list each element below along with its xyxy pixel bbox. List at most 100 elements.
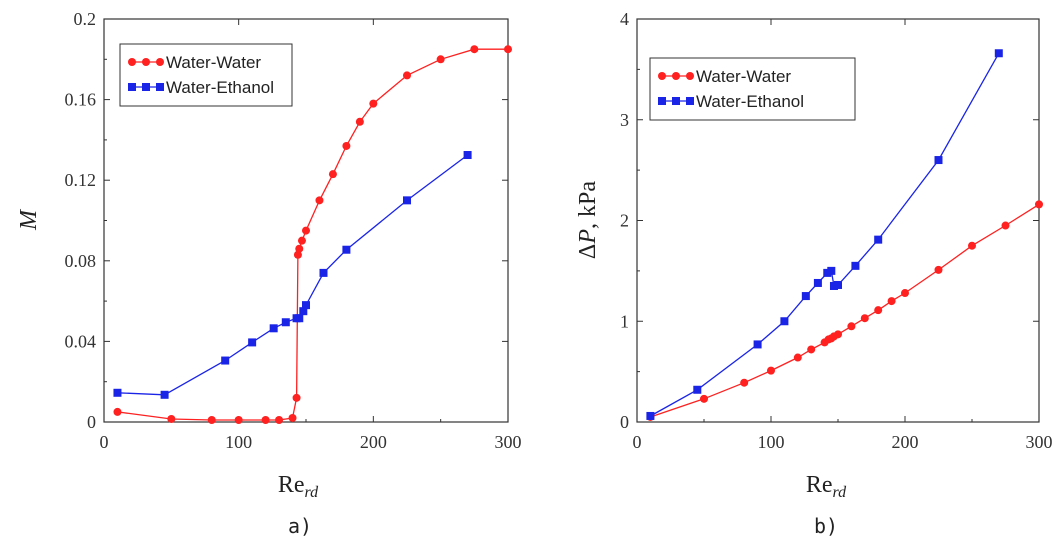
x-tick-label: 100 — [758, 432, 785, 452]
series-water-water — [646, 200, 1043, 421]
x-axis-label-sub: rd — [833, 484, 848, 501]
data-point — [234, 415, 243, 424]
legend-box — [119, 43, 293, 107]
x-tick-label: 200 — [360, 432, 387, 452]
legend-label: Water-Ethanol — [696, 92, 804, 111]
data-point — [463, 151, 472, 160]
data-point — [113, 388, 122, 397]
data-point — [302, 226, 310, 235]
y-tick-label: 4 — [620, 9, 629, 29]
y-axis-label: M — [16, 208, 42, 231]
data-point — [813, 278, 822, 287]
data-point — [801, 292, 810, 301]
series-water-ethanol — [646, 49, 1003, 420]
legend: Water-Water Water-Ethanol — [649, 57, 856, 121]
data-point — [847, 322, 856, 331]
data-point — [874, 235, 883, 244]
data-point — [646, 411, 655, 420]
y-tick-label: 0.16 — [65, 90, 97, 110]
legend-label: Water-Water — [166, 53, 261, 72]
legend: Water-Water Water-Ethanol — [119, 43, 293, 107]
data-point — [369, 99, 378, 108]
data-point — [887, 297, 896, 306]
data-point — [829, 281, 838, 290]
series-line — [117, 154, 468, 396]
y-axis-label-unit: , kPa — [575, 181, 601, 229]
legend-label: Water-Water — [696, 67, 791, 86]
legend-marker — [156, 83, 164, 91]
y-tick-label: 0.12 — [65, 170, 97, 190]
x-axis-label-sub: rd — [305, 484, 320, 501]
data-point — [403, 71, 411, 80]
data-point — [901, 289, 909, 298]
legend-marker — [128, 58, 136, 66]
data-point — [934, 265, 943, 274]
data-point — [297, 236, 306, 245]
data-point — [504, 45, 512, 54]
data-point — [261, 415, 270, 424]
y-tick-label: 0 — [620, 412, 629, 432]
data-point — [934, 156, 943, 165]
x-axis-label: Rerd — [806, 472, 847, 501]
data-point — [295, 314, 304, 323]
data-point — [1001, 221, 1010, 230]
data-point — [827, 266, 836, 275]
data-point — [860, 314, 869, 323]
legend-marker — [156, 58, 164, 66]
data-point — [342, 141, 351, 150]
data-point — [269, 324, 278, 333]
data-point — [470, 45, 479, 54]
y-axis-label-p: P — [575, 229, 601, 245]
data-point — [292, 393, 301, 402]
x-axis-label: Rerd — [278, 472, 319, 501]
data-point — [780, 317, 789, 326]
legend-label: Water-Ethanol — [166, 78, 274, 97]
x-tick-label: 200 — [892, 432, 919, 452]
x-tick-label: 300 — [1026, 432, 1053, 452]
data-point — [281, 318, 290, 327]
data-point — [167, 414, 176, 423]
legend-marker — [142, 83, 150, 91]
legend-marker — [672, 97, 680, 105]
x-axis-label-main: Re — [806, 472, 833, 498]
legend-marker — [686, 72, 694, 80]
data-point — [700, 394, 708, 403]
x-tick-label: 0 — [100, 432, 109, 452]
data-point — [288, 413, 297, 422]
data-point — [834, 280, 842, 289]
data-point — [302, 301, 310, 310]
data-point — [299, 307, 308, 316]
data-point — [160, 390, 169, 399]
data-point — [994, 49, 1003, 58]
data-point — [874, 306, 883, 315]
data-point — [342, 245, 351, 254]
data-point — [113, 407, 122, 416]
x-tick-label: 100 — [225, 432, 252, 452]
panel-caption: a) — [288, 514, 312, 538]
data-point — [315, 196, 324, 205]
data-point — [293, 250, 302, 259]
data-point — [968, 241, 976, 250]
data-point — [767, 366, 775, 375]
y-axis-label-delta: Δ — [575, 244, 601, 259]
data-point — [1035, 200, 1043, 209]
data-point — [319, 268, 328, 277]
data-point — [693, 385, 702, 394]
x-tick-label: 0 — [633, 432, 642, 452]
data-point — [436, 55, 445, 64]
data-point — [275, 415, 284, 424]
data-point — [834, 330, 842, 339]
x-axis-label-main: Re — [278, 472, 305, 498]
y-tick-label: 0.08 — [65, 251, 97, 271]
y-tick-label: 2 — [620, 211, 629, 231]
data-point — [207, 415, 216, 424]
x-tick-label: 300 — [495, 432, 522, 452]
legend-marker — [686, 97, 694, 105]
data-point — [807, 345, 816, 354]
data-point — [753, 340, 762, 349]
legend-marker — [672, 72, 680, 80]
chart-panel-a: 0 100 200 300 0 0.04 0.08 0.12 0.16 0.2 M Rerd a) Wat… — [16, 9, 522, 538]
legend-marker — [658, 97, 666, 105]
